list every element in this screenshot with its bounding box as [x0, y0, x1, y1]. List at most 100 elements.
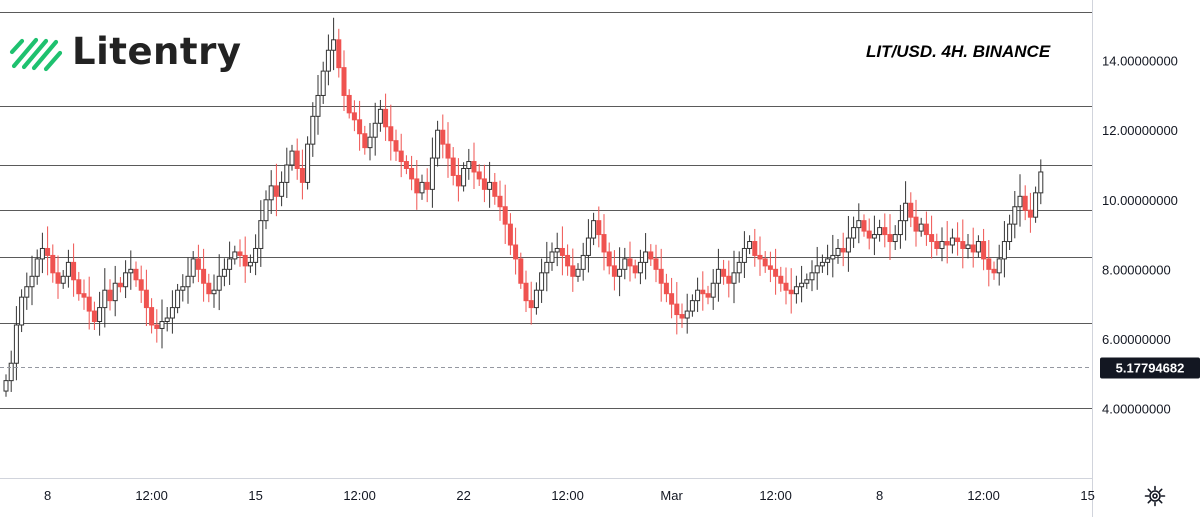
candle-body	[533, 289, 539, 309]
candle-body	[383, 108, 389, 128]
candles-group	[3, 17, 1044, 397]
candle-body	[679, 314, 685, 319]
candle-body	[461, 167, 467, 187]
candle-body	[721, 268, 727, 277]
candle-body	[81, 293, 87, 298]
candle-body	[284, 164, 290, 183]
candle-body	[76, 279, 82, 295]
candle-body	[637, 261, 643, 274]
candle-body	[606, 251, 612, 267]
candle-body	[507, 223, 513, 246]
candle-body	[86, 296, 92, 312]
candle-body	[710, 282, 716, 298]
candle-body	[492, 181, 498, 197]
candle-body	[809, 272, 815, 281]
candle-body	[861, 220, 867, 232]
candle-body	[60, 275, 66, 284]
candle-body	[299, 167, 305, 183]
candle-body	[424, 181, 430, 190]
candle-body	[778, 275, 784, 284]
x-tick-label: 12:00	[343, 488, 376, 503]
candle-body	[211, 289, 217, 295]
gear-icon	[1144, 485, 1166, 507]
candle-body	[970, 244, 976, 253]
y-tick-label: 10.00000000	[1102, 193, 1178, 208]
litentry-logo-icon	[9, 37, 63, 72]
candle-body	[835, 247, 841, 256]
candle-body	[466, 161, 472, 169]
candle-body	[736, 261, 742, 274]
candle-body	[695, 289, 701, 302]
candle-body	[403, 161, 409, 169]
candle-body	[180, 286, 186, 291]
candle-body	[50, 254, 56, 274]
candle-body	[450, 157, 456, 176]
candle-body	[528, 300, 534, 309]
candle-body	[871, 234, 877, 239]
candle-body	[367, 136, 373, 149]
candle-body	[804, 279, 810, 284]
candle-body	[372, 122, 378, 138]
x-tick-label: 12:00	[967, 488, 1000, 503]
candle-body	[975, 241, 981, 253]
candle-body	[819, 261, 825, 267]
candle-body	[741, 247, 747, 263]
candle-body	[117, 282, 123, 288]
candle-body	[747, 241, 753, 249]
candle-body	[570, 265, 576, 277]
candle-body	[601, 234, 607, 253]
candle-body	[939, 241, 945, 249]
candle-body	[263, 199, 269, 222]
candle-body	[65, 261, 71, 277]
candle-body	[97, 307, 103, 323]
candle-body	[632, 265, 638, 274]
candle-body	[877, 227, 883, 236]
candle-body	[575, 268, 581, 277]
candle-body	[91, 310, 97, 323]
x-tick-label: 12:00	[135, 488, 168, 503]
candle-body	[123, 272, 129, 288]
candle-body	[897, 220, 903, 236]
settings-button[interactable]	[1144, 485, 1166, 507]
candle-body	[565, 254, 571, 267]
candle-body	[955, 237, 961, 243]
candle-body	[112, 282, 118, 302]
candle-body	[715, 268, 721, 284]
candle-body	[887, 234, 893, 243]
candle-body	[409, 167, 415, 180]
candle-body	[346, 94, 352, 114]
candle-body	[201, 268, 207, 284]
y-tick-label: 6.00000000	[1102, 332, 1171, 347]
candle-body	[783, 282, 789, 291]
candle-body	[128, 268, 134, 274]
candle-body	[71, 261, 77, 281]
y-tick-label: 4.00000000	[1102, 401, 1171, 416]
candle-body	[513, 244, 519, 260]
candle-body	[518, 258, 524, 284]
candle-body	[663, 282, 669, 295]
candle-body	[216, 275, 222, 291]
candle-body	[3, 380, 9, 392]
candle-body	[986, 258, 992, 270]
candle-body	[793, 286, 799, 295]
candle-body	[154, 324, 160, 329]
candle-body	[331, 39, 337, 51]
candle-body	[8, 362, 14, 382]
candle-body	[247, 261, 253, 267]
candle-body	[351, 112, 357, 121]
candle-body	[996, 258, 1002, 274]
candle-body	[258, 220, 264, 249]
candle-body	[627, 258, 633, 267]
candle-body	[45, 247, 51, 256]
price-marker-badge	[1100, 357, 1200, 379]
candle-body	[825, 258, 831, 263]
candle-body	[851, 227, 857, 239]
candle-body	[882, 227, 888, 236]
candle-body	[840, 247, 846, 253]
candle-body	[726, 275, 732, 284]
candle-body	[195, 258, 201, 270]
x-tick-label: 8	[44, 488, 51, 503]
candle-body	[960, 241, 966, 249]
